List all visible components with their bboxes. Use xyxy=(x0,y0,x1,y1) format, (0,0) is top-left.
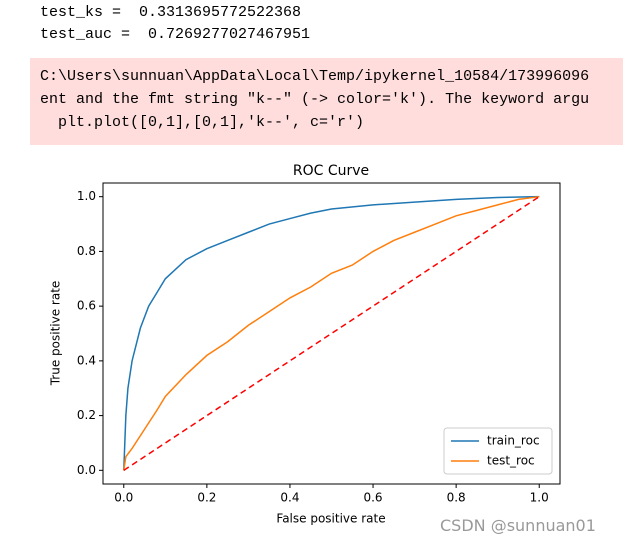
line xyxy=(123,196,540,471)
warning-box: C:\Users\sunnuan\AppData\Local\Temp/ipyk… xyxy=(30,58,623,145)
x-tick-label: 0.6 xyxy=(363,491,382,505)
x-tick-label: 0.4 xyxy=(280,491,299,505)
x-tick-label: 0.0 xyxy=(114,491,133,505)
x-tick-label: 1.0 xyxy=(530,491,549,505)
axes-frame xyxy=(102,182,561,485)
y-tick-label: 1.0 xyxy=(77,189,96,203)
y-axis-label: True positive rate xyxy=(49,281,63,387)
y-tick-label: 0.0 xyxy=(77,463,96,477)
chart-title: ROC Curve xyxy=(293,163,369,179)
line xyxy=(123,195,540,471)
legend-label: test_roc xyxy=(487,454,535,468)
x-axis-label: False positive rate xyxy=(276,512,385,526)
y-tick-label: 0.2 xyxy=(77,408,96,422)
x-tick-label: 0.2 xyxy=(197,491,216,505)
output-line: test_auc = 0.7269277027467951 xyxy=(40,26,311,43)
output-line: test_ks = 0.3313695772522368 xyxy=(40,4,302,21)
legend-box xyxy=(443,427,553,475)
x-tick-label: 0.8 xyxy=(447,491,466,505)
legend-label: train_roc xyxy=(487,434,540,448)
y-tick-label: 0.6 xyxy=(77,299,96,313)
y-tick-label: 0.8 xyxy=(77,244,96,258)
y-tick-label: 0.4 xyxy=(77,353,96,367)
line xyxy=(123,195,540,471)
warning-line: C:\Users\sunnuan\AppData\Local\Temp/ipyk… xyxy=(40,68,590,85)
warning-line: ent and the fmt string "k--" (-> color='… xyxy=(40,91,590,108)
watermark: CSDN @sunnuan01 xyxy=(440,516,596,535)
warning-line: plt.plot([0,1],[0,1],'k--', c='r') xyxy=(40,114,365,131)
